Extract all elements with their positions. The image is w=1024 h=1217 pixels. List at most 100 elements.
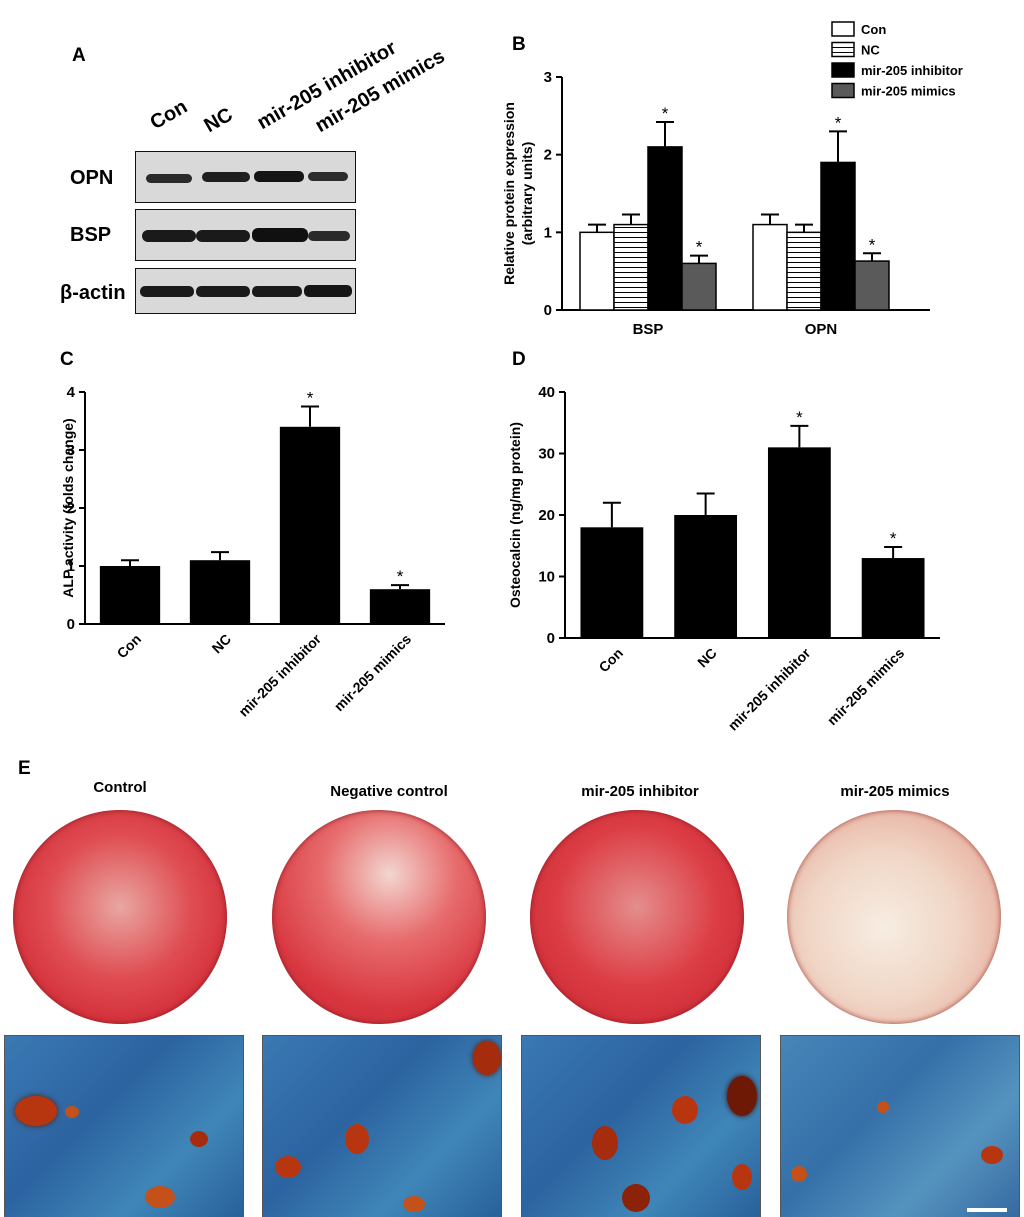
chart-d-bar xyxy=(674,515,738,638)
chart-b-bar xyxy=(681,262,717,311)
chart-c-bar xyxy=(279,426,341,624)
chart-b-bar xyxy=(854,260,890,311)
bsp-band-mimics xyxy=(308,231,350,241)
chart-b-significance-marker: * xyxy=(835,113,842,132)
chart-b-bar xyxy=(579,231,615,311)
blot-row-label-actin: β-actin xyxy=(60,282,126,304)
bsp-band-inhibitor xyxy=(252,228,308,242)
mineral-nodule xyxy=(473,1041,501,1075)
opn-band-con xyxy=(146,174,192,183)
chart-b-x-tick-label: OPN xyxy=(805,321,838,338)
blot-row-label-opn: OPN xyxy=(70,167,114,189)
chart-d-x-tick-label: mir-205 inhibitor xyxy=(725,644,814,733)
panel-letter-a: A xyxy=(72,45,86,66)
dish-control xyxy=(13,810,227,1024)
chart-b-bar xyxy=(613,223,649,311)
chart-b-significance-marker: * xyxy=(869,235,876,254)
chart-b-x-tick-label: BSP xyxy=(633,321,664,338)
chart-b-legend-label: NC xyxy=(861,43,880,58)
chart-b-y-tick-label: 3 xyxy=(544,69,552,86)
mineral-nodule xyxy=(345,1124,369,1154)
panel-letter-d: D xyxy=(512,349,526,370)
mineral-nodule xyxy=(981,1146,1003,1164)
bsp-band-nc xyxy=(196,230,250,242)
chart-d-bar xyxy=(580,527,644,638)
mineral-nodule xyxy=(15,1096,57,1126)
panel-letter-c: C xyxy=(60,349,74,370)
mineral-nodule xyxy=(275,1156,301,1178)
chart-d-bar xyxy=(861,558,925,638)
mineral-nodule xyxy=(672,1096,698,1124)
opn-band-inhibitor xyxy=(254,171,304,182)
chart-canvas: B 0 1 2 3 Relative protein expression (arbitra… xyxy=(60,21,963,734)
chart-b-y-tick-label: 2 xyxy=(544,147,552,164)
actin-band-con xyxy=(140,286,194,297)
mineral-nodule xyxy=(732,1164,752,1190)
chart-b-bar xyxy=(820,161,856,311)
chart-b-y-axis-label: Relative protein expression xyxy=(501,102,517,285)
mineral-nodule xyxy=(592,1126,618,1160)
mineral-nodule xyxy=(190,1131,208,1147)
mineral-nodule xyxy=(791,1166,807,1182)
chart-b-y-tick-label: 1 xyxy=(544,224,552,241)
chart-d-bar xyxy=(767,447,831,638)
chart-d-x-tick-label: Con xyxy=(595,645,626,676)
chart-b-bar xyxy=(752,223,788,311)
chart-c-y-axis-label: ALP activity (folds change) xyxy=(60,418,76,597)
chart-b-significance-marker: * xyxy=(662,104,669,123)
chart-c-y-tick-label: 0 xyxy=(67,616,75,633)
chart-d-y-tick-label: 20 xyxy=(538,507,555,524)
chart-c-y-tick-label: 1 xyxy=(67,558,75,575)
stain-title-inhibitor: mir-205 inhibitor xyxy=(581,783,699,800)
chart-c-y-tick-label: 3 xyxy=(67,442,75,459)
chart-c-x-tick-label: NC xyxy=(208,631,234,657)
mineral-nodule xyxy=(727,1076,757,1116)
chart-b-bar xyxy=(786,231,822,311)
chart-b-legend-swatch xyxy=(831,82,855,99)
chart-d-y-tick-label: 30 xyxy=(538,446,555,463)
chart-d-y-tick-label: 0 xyxy=(547,630,555,647)
chart-b-y-tick-label: 0 xyxy=(544,302,552,319)
chart-d-y-axis-label: Osteocalcin (ng/mg protein) xyxy=(507,422,523,608)
blot-bsp-membrane xyxy=(135,209,356,261)
actin-band-inhibitor xyxy=(252,286,302,297)
bsp-band-con xyxy=(142,230,196,242)
chart-b-significance-marker: * xyxy=(696,238,703,257)
chart-d-y-tick-label: 10 xyxy=(538,569,555,586)
panel-letter-e: E xyxy=(18,758,31,779)
chart-b-legend-swatch xyxy=(831,41,855,58)
actin-band-mimics xyxy=(304,285,352,297)
mineral-nodule xyxy=(145,1186,175,1208)
chart-c-significance-marker: * xyxy=(397,567,404,586)
chart-d-y-tick-label: 40 xyxy=(538,384,555,401)
chart-c-bar xyxy=(369,589,431,624)
blot-opn-membrane xyxy=(135,151,356,203)
stain-title-mimics: mir-205 mimics xyxy=(840,783,950,800)
chart-c-bar xyxy=(99,566,161,624)
chart-b-legend-label: mir-205 inhibitor xyxy=(861,63,963,78)
chart-c-x-tick-label: mir-205 mimics xyxy=(331,631,415,715)
micrograph-inhibitor xyxy=(521,1035,761,1217)
chart-c-significance-marker: * xyxy=(307,389,314,408)
blot-actin-membrane xyxy=(135,268,356,314)
stain-title-negative-control: Negative control xyxy=(330,783,448,800)
mineral-nodule xyxy=(65,1106,79,1118)
stain-title-control: Control xyxy=(93,779,147,796)
mineral-nodule xyxy=(622,1184,650,1212)
scale-bar xyxy=(967,1208,1007,1212)
dish-mimics xyxy=(787,810,1001,1024)
mineral-nodule xyxy=(877,1101,889,1113)
chart-d-x-tick-label: NC xyxy=(694,645,720,671)
chart-c-x-tick-label: mir-205 inhibitor xyxy=(235,630,324,719)
chart-c-y-tick-label: 4 xyxy=(67,384,76,401)
chart-b-y-axis-label: (arbitrary units) xyxy=(519,142,535,245)
dish-inhibitor xyxy=(530,810,744,1024)
chart-b-bar xyxy=(647,146,683,311)
dish-negative-control xyxy=(272,810,486,1024)
micrograph-negative-control xyxy=(262,1035,502,1217)
panel-letter-b: B xyxy=(512,34,526,55)
micrograph-control xyxy=(4,1035,244,1217)
blot-row-label-bsp: BSP xyxy=(70,224,112,246)
actin-band-nc xyxy=(196,286,250,297)
